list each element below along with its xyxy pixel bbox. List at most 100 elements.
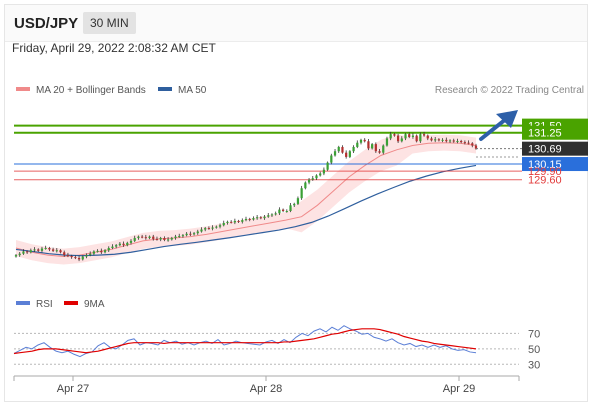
rsi-tick-70: 70 — [528, 328, 540, 340]
key-levels — [14, 124, 522, 181]
candle-body — [144, 237, 147, 239]
candle-body — [396, 135, 400, 142]
candle-body — [152, 236, 155, 239]
candle-body — [233, 220, 236, 223]
candle-body — [256, 217, 259, 219]
candle-body — [118, 243, 121, 246]
candle-body — [181, 235, 185, 237]
candle-body — [263, 216, 266, 219]
candle-body — [293, 203, 296, 206]
candle-body — [419, 134, 422, 142]
candle-body — [363, 139, 366, 142]
candle-body — [382, 145, 385, 153]
ma20-legend-swatch — [16, 87, 30, 91]
candle-body — [345, 152, 348, 157]
candle-body — [159, 238, 162, 240]
candle-body — [14, 255, 18, 257]
candle-body — [471, 143, 474, 146]
candle-body — [304, 182, 307, 189]
candle-body — [230, 221, 233, 223]
ma50-legend-swatch — [158, 87, 172, 91]
candle-body — [296, 198, 300, 204]
candle-body — [133, 238, 136, 241]
candle-body — [55, 250, 58, 252]
candle-body — [192, 233, 196, 235]
rsi-ma-legend-swatch — [64, 301, 78, 305]
last-price-tag — [522, 141, 588, 156]
level-label-129.90: 129.90 — [528, 166, 562, 178]
candle-body — [411, 135, 415, 137]
candle-body — [367, 141, 370, 149]
candle-body — [467, 142, 470, 144]
candle-body — [300, 188, 303, 199]
candle-body — [371, 144, 374, 149]
candle-body — [434, 139, 437, 141]
candle-body — [26, 251, 29, 253]
rsi-ma-line — [13, 328, 477, 355]
candle-body — [415, 135, 418, 142]
candle-body — [445, 139, 448, 142]
ma20-legend-label: MA 20 + Bollinger Bands — [36, 85, 146, 96]
candle-body — [18, 253, 21, 256]
candle-body — [326, 162, 329, 170]
candle-body — [393, 134, 396, 136]
instrument-title: USD/JPY — [14, 15, 79, 32]
candle-body — [248, 218, 251, 220]
rsi-legend-label: RSI — [36, 299, 53, 310]
candle-body — [437, 139, 441, 141]
rsi-legend-swatch — [16, 301, 30, 305]
x-axis-ticks: Apr 27 Apr 28 Apr 29 — [13, 376, 520, 395]
candle-body — [315, 175, 318, 179]
candle-body — [178, 236, 181, 238]
candle-body — [218, 225, 222, 227]
candle-body — [100, 250, 103, 253]
timeframe-button[interactable]: 30 MIN — [83, 12, 136, 34]
rsi-panel: 70 50 30 — [13, 325, 540, 371]
candle-body — [333, 151, 337, 156]
candle-body — [63, 252, 66, 256]
candle-body — [319, 173, 322, 176]
candle-body — [400, 138, 403, 142]
x-tick-label: Apr 27 — [57, 383, 89, 395]
candle-body — [141, 236, 144, 238]
candle-body — [270, 214, 274, 216]
candle-body — [463, 142, 466, 144]
candle-body — [404, 134, 407, 139]
copyright-text: Research © 2022 Trading Central — [435, 85, 584, 96]
candle-body — [330, 155, 333, 163]
target-arrow-icon — [479, 110, 518, 141]
candle-body — [74, 257, 77, 259]
level-label-129.60: 129.60 — [528, 175, 562, 187]
widget-header: USD/JPY 30 MIN — [5, 5, 587, 42]
candle-body — [322, 169, 326, 174]
candle-body — [107, 248, 110, 251]
candle-body — [48, 248, 51, 250]
candle-body — [29, 250, 32, 253]
level-tag-131.25 — [522, 125, 588, 140]
ma20-line — [15, 142, 477, 258]
candle-body — [448, 140, 452, 142]
candle-body — [374, 144, 377, 152]
candle-body — [170, 238, 173, 240]
ma50-line — [15, 164, 477, 257]
candle-body — [244, 218, 248, 221]
candle-body — [44, 248, 47, 249]
moving-averages — [15, 142, 477, 258]
candle-body — [103, 250, 107, 253]
candle-body — [59, 250, 62, 253]
candle-body — [456, 140, 459, 142]
ma50-legend-label: MA 50 — [178, 85, 207, 96]
candle-body — [426, 135, 429, 139]
candle-body — [174, 236, 177, 239]
candle-body — [185, 233, 188, 236]
candle-body — [348, 151, 351, 157]
x-tick-label: Apr 28 — [250, 383, 282, 395]
candle-body — [359, 139, 363, 143]
candle-body — [37, 249, 40, 251]
candle-body — [274, 213, 277, 215]
candle-body — [155, 238, 159, 240]
candle-body — [81, 256, 84, 260]
timestamp: Friday, April 29, 2022 2:08:32 AM CET — [12, 41, 216, 55]
chart-widget: USD/JPY 30 MIN — [4, 4, 588, 402]
candle-body — [389, 134, 392, 139]
